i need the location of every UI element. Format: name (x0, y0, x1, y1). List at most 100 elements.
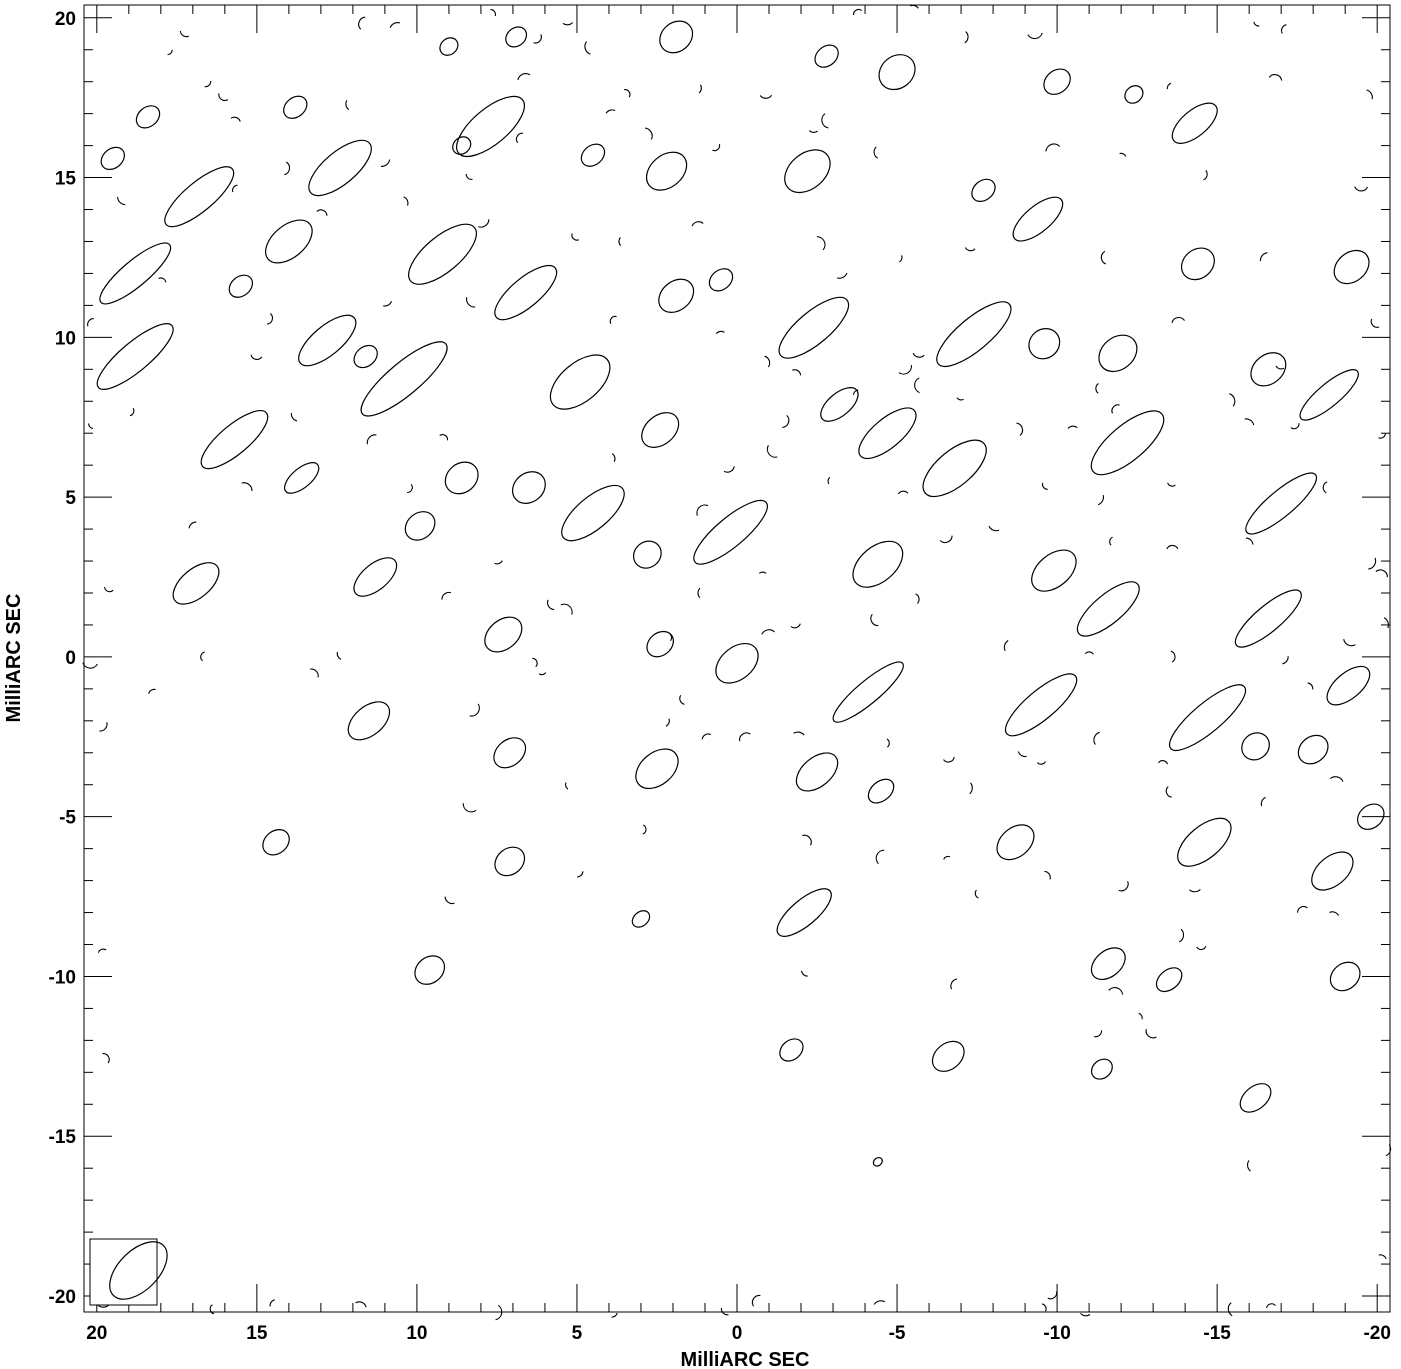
contour-fragment (1145, 1028, 1157, 1039)
contour-fragment (533, 34, 542, 44)
contour (456, 95, 525, 157)
contour (580, 143, 606, 167)
contour (645, 151, 688, 191)
contour-fragment (697, 587, 701, 599)
contour-fragment (720, 1307, 729, 1316)
contour-fragment (827, 476, 831, 485)
contour (715, 642, 759, 684)
contour (1357, 803, 1385, 830)
contour-fragment (1366, 89, 1373, 100)
contour-fragment (782, 415, 790, 428)
contour (1090, 1058, 1113, 1080)
contour (1004, 673, 1078, 737)
x-axis-title: MilliARC SEC (681, 1349, 810, 1369)
contour-fragment (232, 184, 238, 193)
contour-fragment (1166, 544, 1179, 550)
contour (494, 846, 526, 877)
contour (100, 146, 125, 171)
contour (353, 557, 398, 597)
contour (852, 540, 904, 588)
contour (200, 410, 269, 470)
contour-fragment (495, 1304, 503, 1321)
contour-fragment (355, 1301, 367, 1308)
contour-fragment (956, 397, 964, 401)
contour-fragment (1307, 682, 1314, 690)
contour-fragment (1041, 1303, 1047, 1312)
contour-fragment (290, 413, 298, 422)
contour-fragment (1244, 418, 1255, 426)
contour-fragment (1045, 143, 1061, 152)
contour-fragment (969, 782, 973, 795)
contour-fragment (82, 662, 98, 669)
contour (936, 301, 1012, 368)
contour-fragment (1138, 1012, 1143, 1020)
beam-ellipse (109, 1241, 168, 1300)
contour (1076, 581, 1140, 637)
contour-fragment (715, 330, 725, 334)
contour (493, 737, 527, 769)
contour (1326, 665, 1371, 706)
contour (832, 661, 904, 723)
contour-fragment (517, 73, 531, 81)
contour (996, 824, 1035, 861)
contour-fragment (679, 695, 685, 705)
contour (99, 242, 172, 305)
contour-fragment (873, 1300, 886, 1305)
contour (1329, 961, 1361, 992)
contour-fragment (611, 1312, 618, 1318)
contour-fragment (914, 377, 920, 394)
contour-fragment (836, 272, 848, 279)
contour-fragment (336, 651, 342, 660)
beam-box (89, 1238, 168, 1306)
contour-fragment (800, 970, 808, 977)
contour-fragment (898, 365, 912, 375)
contour-fragment (899, 255, 903, 263)
contour-fragment (1178, 928, 1185, 943)
contour-fragment (1100, 250, 1107, 265)
contour-fragment (1196, 945, 1207, 951)
x-tick-label: 20 (86, 1323, 107, 1344)
contour-fragment (478, 219, 490, 228)
contour (414, 955, 446, 985)
contour-fragment (1044, 870, 1051, 880)
contour-fragment (97, 948, 107, 953)
contour-fragment (1329, 911, 1340, 916)
contour-fragment (609, 315, 617, 324)
contour (353, 344, 378, 369)
contour (1333, 249, 1370, 285)
contour (1297, 734, 1329, 765)
contour (795, 752, 839, 792)
contour-fragment (99, 722, 108, 732)
contour-fragment (383, 300, 393, 307)
plot-frame (83, 4, 1391, 1313)
contour-fragment (964, 247, 976, 252)
contour (646, 630, 674, 658)
contour (814, 44, 839, 68)
contour (1098, 334, 1138, 373)
contour (658, 278, 695, 313)
contour-fragment (1329, 776, 1344, 782)
contour-fragment (816, 236, 826, 251)
y-tick-label: 15 (55, 169, 77, 190)
x-tick-label: 15 (246, 1323, 268, 1344)
contour-fragment (1165, 786, 1172, 798)
contour-fragment (790, 623, 801, 629)
contour-fragment (267, 313, 273, 325)
contour-fragment (1003, 640, 1009, 652)
contour-fragment (1268, 74, 1283, 81)
contour (867, 778, 895, 804)
contour (1124, 85, 1144, 104)
contour-fragment (1109, 536, 1113, 546)
contour-fragment (1275, 365, 1285, 370)
contour-fragment (204, 80, 212, 88)
contour (96, 323, 174, 390)
contour-fragment (766, 445, 778, 458)
contour (1311, 851, 1354, 891)
contour (1299, 369, 1359, 421)
contour (283, 95, 308, 119)
contour-fragment (1119, 152, 1127, 157)
contour (298, 314, 357, 367)
contour-fragment (915, 593, 920, 604)
contour (872, 1156, 883, 1167)
contour-fragment (167, 49, 173, 56)
